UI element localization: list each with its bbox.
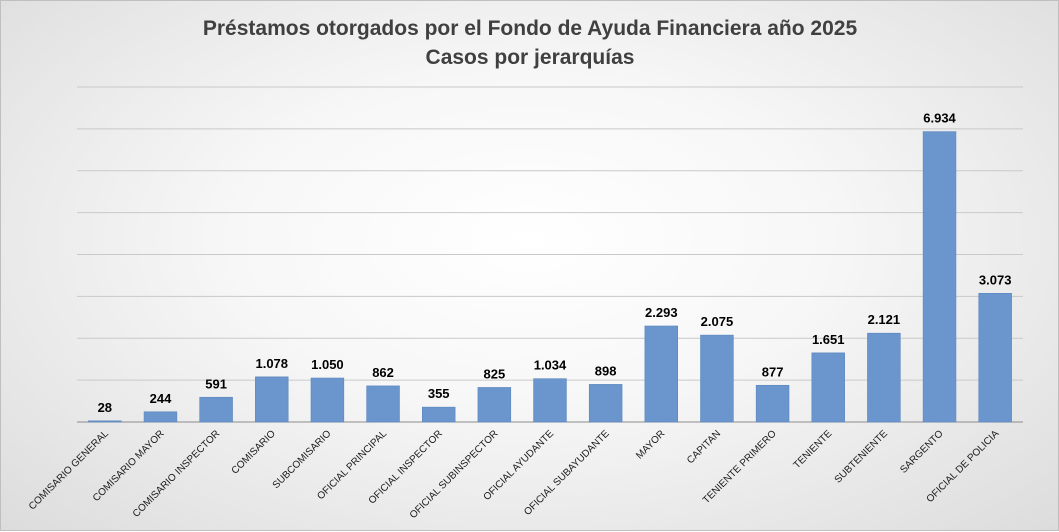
data-labels: 28 244 591 1.078 1.050 862 355 825 1.034 898 2.293…	[98, 111, 1012, 415]
bar	[533, 378, 567, 423]
data-label: 355	[428, 386, 450, 401]
data-label: 2.075	[701, 314, 734, 329]
bar	[366, 385, 400, 423]
bar	[755, 384, 790, 423]
bar	[88, 420, 122, 423]
chart-subtitle: Casos por jerarquías	[426, 46, 635, 69]
data-label: 1.651	[812, 332, 845, 347]
x-tick-label: COMISARIO	[230, 428, 278, 476]
data-label: 1.034	[534, 358, 567, 373]
data-label: 825	[484, 366, 506, 381]
x-tick-label: MAYOR	[634, 428, 667, 461]
data-label: 3.073	[979, 272, 1012, 287]
bar	[700, 334, 734, 423]
data-label: 28	[98, 400, 112, 415]
chart-title: Préstamos otorgados por el Fondo de Ayud…	[203, 17, 858, 40]
bars	[88, 131, 1012, 423]
data-label: 2.121	[868, 312, 901, 327]
x-tick-label: TENIENTE	[792, 428, 835, 471]
bar	[199, 396, 233, 423]
data-label: 1.078	[255, 356, 288, 371]
x-tick-label: SUBCOMISARIO	[271, 428, 334, 491]
data-label: 862	[372, 365, 394, 380]
bar	[477, 387, 512, 423]
bar	[421, 406, 456, 423]
data-label: 244	[150, 391, 172, 406]
bar	[588, 384, 623, 423]
data-label: 2.293	[645, 305, 678, 320]
bar	[644, 325, 679, 423]
bar	[867, 332, 901, 423]
data-label: 877	[762, 364, 784, 379]
x-tick-label: SUBTENIENTE	[833, 428, 891, 486]
bar	[811, 352, 845, 423]
data-label: 6.934	[923, 111, 956, 126]
data-label: 898	[595, 363, 617, 378]
data-label: 591	[205, 376, 227, 391]
x-tick-label: OFICIAL SUBINSPECTOR	[408, 428, 501, 521]
bar	[255, 376, 289, 423]
x-tick-label: SARGENTO	[898, 428, 945, 475]
bar	[922, 131, 957, 423]
bar	[310, 377, 345, 423]
x-tick-label: CAPITAN	[685, 428, 723, 466]
data-label: 1.050	[311, 357, 344, 372]
bar	[143, 411, 178, 423]
bar	[978, 293, 1012, 423]
